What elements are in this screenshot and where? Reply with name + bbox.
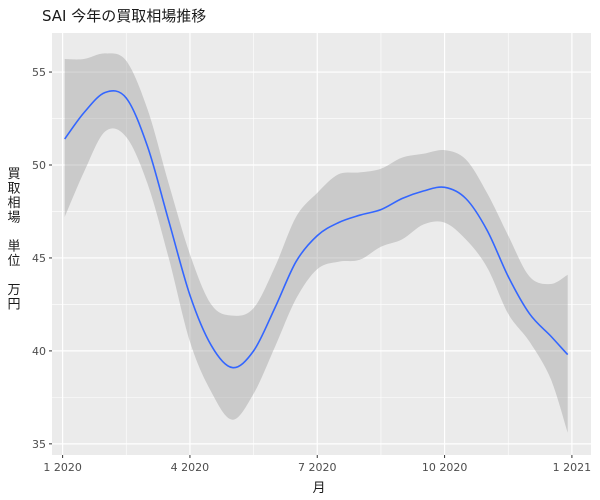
chart-title: SAI 今年の買取相場推移	[42, 7, 206, 25]
x-tick-label: 4 2020	[171, 461, 210, 474]
y-axis-title-char: 円	[7, 298, 20, 313]
y-axis-title-char: 相	[7, 196, 20, 211]
confidence-band	[64, 53, 568, 433]
y-axis-title-char: 場	[7, 211, 20, 226]
grid-minor	[52, 33, 591, 455]
trend-line	[64, 90, 569, 369]
x-tick-label: 1 2020	[43, 461, 82, 474]
y-axis-title-char: 位	[7, 254, 20, 269]
plot-panel	[52, 33, 591, 455]
x-axis-title: 月	[312, 481, 325, 496]
y-axis-title-char: 取	[7, 182, 20, 197]
grid-major	[52, 33, 591, 455]
x-axis-ticks: 1 2020 4 2020 7 2020 10 2020 1 2021	[43, 455, 591, 474]
y-tick-label: 55	[32, 66, 46, 79]
x-tick-label: 7 2020	[298, 461, 337, 474]
y-tick-label: 40	[32, 345, 46, 358]
y-axis-title-char: 単	[7, 239, 20, 255]
y-tick-label: 45	[32, 252, 46, 265]
y-axis-title-char: 買	[7, 167, 20, 182]
x-tick-label: 10 2020	[422, 461, 468, 474]
y-tick-label: 35	[32, 438, 46, 451]
y-tick-label: 50	[32, 159, 46, 172]
y-axis-title-char: 万	[7, 283, 20, 298]
y-axis-ticks: 35 40 45 50 55	[32, 66, 52, 451]
x-tick-label: 1 2021	[553, 461, 592, 474]
